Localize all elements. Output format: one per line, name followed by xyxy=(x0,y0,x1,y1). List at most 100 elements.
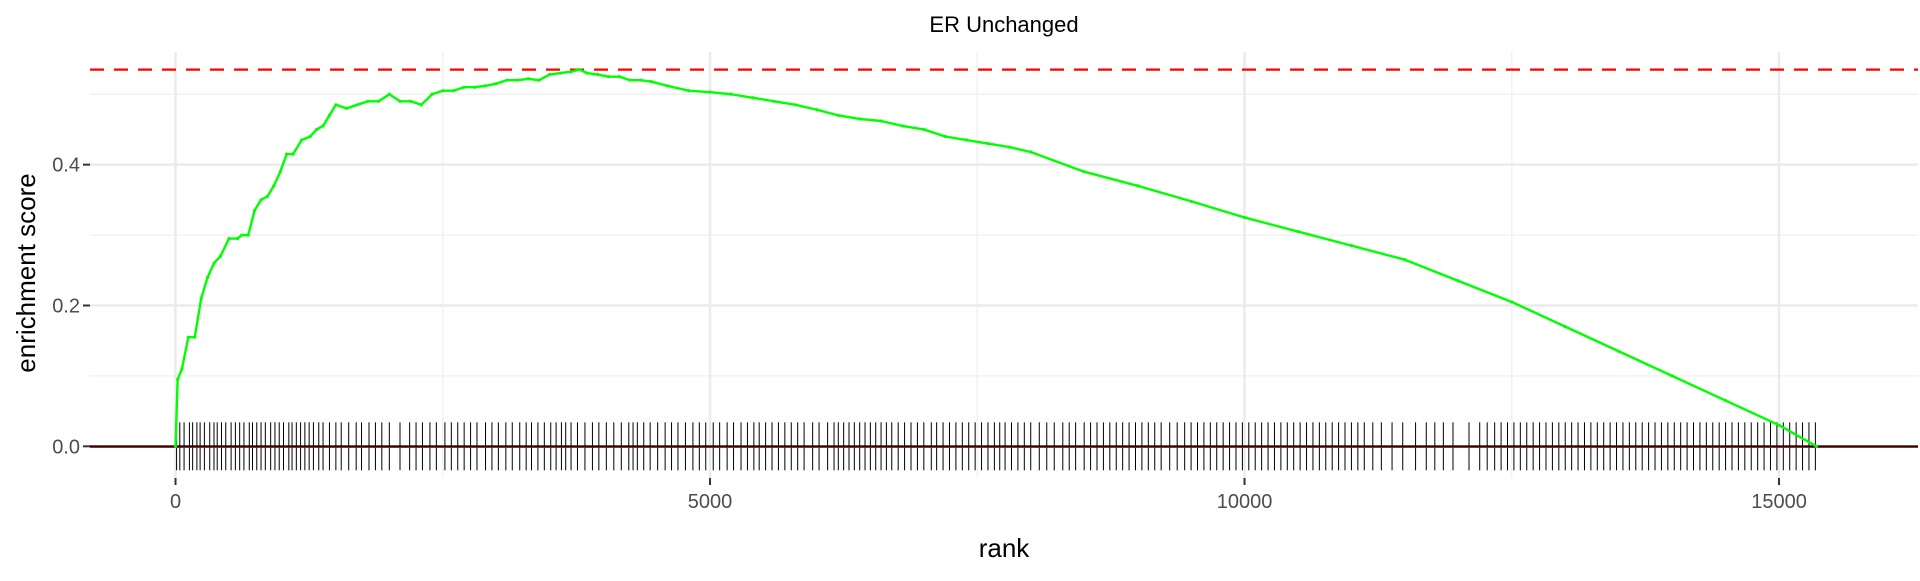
enrichment-point xyxy=(193,335,197,339)
enrichment-point xyxy=(1082,170,1086,174)
enrichment-point xyxy=(419,103,423,107)
x-tick-label: 0 xyxy=(170,491,181,513)
enrichment-point xyxy=(665,84,669,88)
enrichment-point xyxy=(173,444,178,448)
enrichment-point xyxy=(1007,145,1011,149)
chart-title: ER Unchanged xyxy=(929,12,1078,37)
enrichment-point xyxy=(387,92,391,96)
enrichment-point xyxy=(186,335,190,339)
enrichment-point xyxy=(205,275,210,279)
enrichment-point xyxy=(964,138,969,142)
enrichment-point xyxy=(558,71,562,75)
enrichment-point xyxy=(986,141,990,146)
enrichment-point xyxy=(240,233,244,237)
x-tick-label: 10000 xyxy=(1217,491,1273,513)
enrichment-point xyxy=(265,194,270,198)
enrichment-point xyxy=(548,72,552,77)
enrichment-point xyxy=(253,208,257,213)
enrichment-point xyxy=(1189,199,1193,203)
enrichment-point xyxy=(246,233,250,237)
enrichment-point xyxy=(278,170,282,174)
enrichment-point xyxy=(176,377,180,382)
enrichment-point xyxy=(1510,300,1514,304)
y-axis-title: enrichment score xyxy=(11,173,41,372)
enrichment-point xyxy=(751,96,755,100)
enrichment-point xyxy=(473,85,477,89)
enrichment-point xyxy=(1456,279,1460,283)
enrichment-point xyxy=(729,92,734,96)
y-tick-label: 0.4 xyxy=(52,155,80,177)
enrichment-point xyxy=(1296,229,1300,234)
enrichment-point xyxy=(1242,215,1247,220)
enrichment-point xyxy=(815,108,819,112)
enrichment-point xyxy=(772,99,776,103)
enrichment-point xyxy=(628,78,632,82)
enrichment-point xyxy=(505,78,509,82)
enrichment-point xyxy=(235,236,240,241)
enrichment-point xyxy=(300,138,304,142)
axes: 0 5000 10000 15000 0.0 0.2 0.4 xyxy=(52,155,1807,513)
enrichment-point xyxy=(199,296,203,301)
enrichment-point xyxy=(334,103,338,107)
y-tick-label: 0.0 xyxy=(52,436,80,458)
enrichment-point xyxy=(494,82,498,86)
enrichment-point xyxy=(516,78,520,82)
x-axis-title: rank xyxy=(979,533,1031,563)
enrichment-point xyxy=(1723,398,1728,403)
enrichment-point xyxy=(272,184,276,188)
enrichment-point xyxy=(858,117,862,121)
enrichment-point xyxy=(943,134,947,139)
enrichment-point xyxy=(321,124,325,128)
enrichment-point xyxy=(398,99,402,103)
enrichment-point xyxy=(227,236,231,241)
enrichment-point xyxy=(569,70,573,74)
enrichment-point xyxy=(526,77,530,81)
enrichment-point xyxy=(537,78,541,82)
enrichment-point xyxy=(1777,423,1781,427)
enrichment-point xyxy=(218,254,223,258)
enrichment-point xyxy=(638,78,643,82)
grid-lines xyxy=(90,52,1918,478)
enrichment-point xyxy=(409,99,413,103)
enrichment-point xyxy=(212,261,216,265)
enrichment-point xyxy=(285,152,289,156)
enrichment-point xyxy=(1814,444,1819,448)
enrichment-point xyxy=(1349,244,1354,248)
enrichment-point xyxy=(1136,184,1140,188)
series-lines xyxy=(90,68,1918,448)
enrichment-score-line xyxy=(174,68,1818,448)
enrichment-point xyxy=(377,99,381,103)
enrichment-point xyxy=(836,113,840,117)
enrichment-point xyxy=(344,106,349,110)
enrichment-point xyxy=(606,75,611,79)
enrichment-point xyxy=(462,85,466,89)
enrichment-point xyxy=(879,119,883,123)
enrichment-point xyxy=(649,79,653,84)
enrichment-point xyxy=(355,103,359,107)
enrichment-point xyxy=(291,152,295,156)
enrichment-point xyxy=(327,113,332,117)
enrichment-point xyxy=(1403,258,1407,262)
enrichment-point xyxy=(180,367,184,371)
enrichment-point xyxy=(793,103,798,107)
enrichment-point xyxy=(315,127,319,132)
x-tick-label: 5000 xyxy=(688,491,733,513)
enrichment-point xyxy=(585,71,589,75)
enrichment-point xyxy=(1029,150,1033,154)
enrichment-point xyxy=(308,134,312,139)
enrichment-point xyxy=(451,89,456,93)
enrichment-point xyxy=(687,89,691,93)
enrichment-point xyxy=(596,72,600,77)
enrichment-point xyxy=(1670,374,1674,378)
x-tick-label: 15000 xyxy=(1751,491,1807,513)
enrichment-point xyxy=(922,127,926,132)
enrichment-point xyxy=(430,92,434,96)
enrichment-point xyxy=(578,68,582,72)
enrichment-point xyxy=(483,84,488,88)
enrichment-point xyxy=(900,124,905,128)
enrichment-point xyxy=(259,198,263,202)
enrichment-point xyxy=(617,75,621,79)
enrichment-point xyxy=(708,90,712,94)
